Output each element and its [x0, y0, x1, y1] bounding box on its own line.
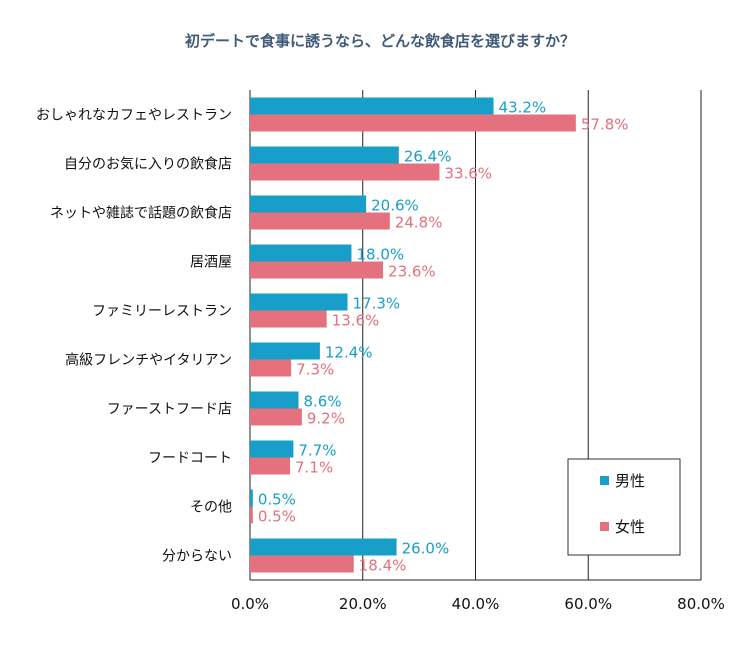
data-label-female: 23.6% — [388, 263, 436, 281]
data-label-male: 8.6% — [303, 393, 341, 411]
data-label-male: 7.7% — [298, 442, 336, 460]
category-label: おしゃれなカフェやレストラン — [36, 108, 232, 124]
data-label-female: 9.2% — [307, 410, 345, 428]
category-label: 分からない — [162, 549, 232, 565]
bar-male — [250, 391, 299, 409]
x-tick-labels: 0.0% 20.0% 40.0% 60.0% 80.0% — [231, 595, 725, 613]
data-label-male: 17.3% — [353, 295, 401, 313]
bar-female — [250, 359, 292, 377]
x-tick-label: 40.0% — [452, 595, 500, 613]
chart-title: 初デートで食事に誘うなら、どんな飲食店を選びますか？ — [185, 32, 575, 50]
bar-male — [250, 342, 320, 360]
bar-female — [250, 163, 440, 181]
data-label-female: 0.5% — [258, 508, 296, 526]
bar-male — [250, 97, 494, 115]
category-label: フードコート — [148, 451, 232, 467]
data-label-female: 57.8% — [581, 116, 629, 134]
data-label-male: 26.0% — [402, 540, 450, 558]
category-label: 高級フレンチやイタリアン — [65, 352, 232, 369]
category-label: ネットや雑誌で話題の飲食店 — [50, 205, 232, 222]
data-label-female: 24.8% — [395, 214, 443, 232]
category-labels: おしゃれなカフェやレストラン自分のお気に入りの飲食店ネットや雑誌で話題の飲食店居… — [36, 108, 232, 565]
legend-label-male: 男性 — [615, 472, 645, 490]
category-label: 自分のお気に入りの飲食店 — [64, 156, 232, 173]
data-label-female: 13.6% — [332, 312, 380, 330]
bar-male — [250, 489, 253, 507]
data-label-male: 20.6% — [371, 197, 419, 215]
bar-female — [250, 310, 327, 328]
data-label-male: 12.4% — [325, 344, 373, 362]
bar-female — [250, 114, 576, 132]
bar-male — [250, 244, 352, 262]
bars — [250, 97, 576, 573]
category-label: その他 — [190, 500, 232, 516]
category-label: 居酒屋 — [190, 255, 232, 271]
category-label: ファミリーレストラン — [92, 304, 232, 320]
x-tick-label: 20.0% — [339, 595, 387, 613]
legend-swatch-female — [600, 522, 609, 531]
bar-female — [250, 261, 384, 279]
data-label-female: 7.3% — [296, 361, 334, 379]
bar-female — [250, 555, 354, 573]
x-tick-label: 60.0% — [564, 595, 612, 613]
bar-female — [250, 506, 253, 524]
bar-male — [250, 146, 399, 164]
data-label-female: 7.1% — [295, 459, 333, 477]
legend-swatch-male — [600, 476, 609, 485]
category-label: ファーストフード店 — [107, 402, 232, 418]
data-label-female: 18.4% — [359, 557, 407, 575]
bar-male — [250, 293, 348, 311]
data-label-female: 33.6% — [444, 165, 492, 183]
bar-female — [250, 408, 302, 426]
x-tick-label: 0.0% — [231, 595, 269, 613]
data-label-male: 18.0% — [356, 246, 404, 264]
x-tick-label: 80.0% — [677, 595, 725, 613]
legend-box — [567, 458, 681, 556]
data-label-male: 26.4% — [404, 148, 452, 166]
bar-male — [250, 195, 367, 213]
bar-male — [250, 538, 397, 556]
bar-female — [250, 212, 390, 230]
data-label-male: 43.2% — [499, 99, 547, 117]
data-label-male: 0.5% — [258, 491, 296, 509]
bar-female — [250, 457, 291, 475]
data-labels: 43.2% 57.8% 26.4%33.6% 20.6%24.8% 18.0%23.6%… — [258, 99, 629, 575]
legend-label-female: 女性 — [615, 518, 645, 536]
bar-male — [250, 440, 294, 458]
